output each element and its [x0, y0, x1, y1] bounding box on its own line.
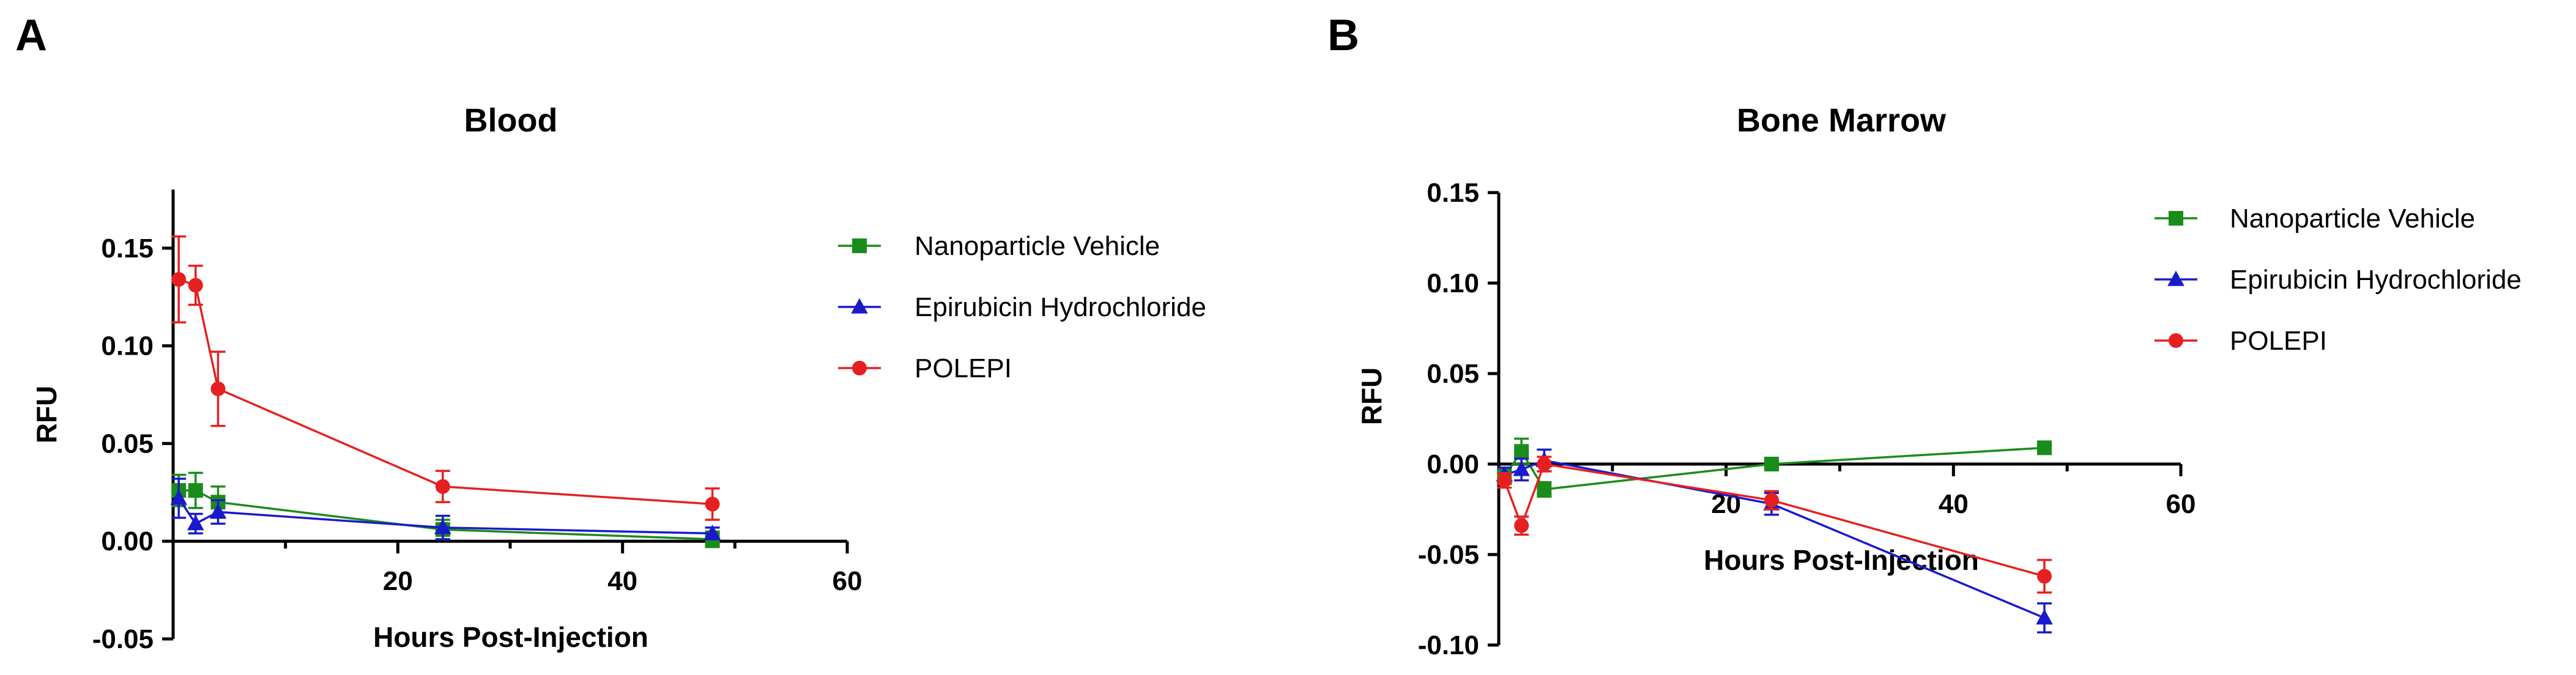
data-point-polepi — [2037, 569, 2052, 584]
data-point-polepi — [210, 381, 226, 396]
y-tick-label-bone-marrow: -0.05 — [1418, 540, 1479, 570]
data-point-nanoparticle-vehicle — [188, 483, 203, 498]
y-tick-label-blood: -0.05 — [92, 624, 154, 654]
legend-bone-marrow: Nanoparticle Vehicle Epirubicin Hydrochlo… — [2155, 204, 2522, 356]
legend-marker-epirubicin-hydrochloride — [851, 298, 868, 314]
x-tick-label-bone-marrow: 60 — [2166, 489, 2196, 519]
legend-label-epirubicin-hydrochloride: Epirubicin Hydrochloride — [915, 292, 1206, 322]
y-axis-label-blood: RFU — [31, 386, 62, 444]
legend-marker-nanoparticle-vehicle — [2169, 211, 2183, 226]
panel-blood: A Blood Hours Post-Injection RFU -0.05 0.… — [15, 11, 1206, 654]
y-axis-label-bone-marrow: RFU — [1356, 367, 1387, 426]
legend-label-nanoparticle-vehicle: Nanoparticle Vehicle — [915, 231, 1160, 261]
data-point-nanoparticle-vehicle — [1537, 482, 1552, 497]
data-point-polepi — [171, 272, 187, 287]
legend-label-polepi: POLEPI — [915, 353, 1012, 383]
data-point-nanoparticle-vehicle — [1514, 444, 1529, 459]
y-tick-label-bone-marrow: -0.10 — [1418, 630, 1479, 660]
x-tick-label-blood: 40 — [607, 566, 637, 596]
y-tick-label-bone-marrow: 0.00 — [1427, 449, 1479, 479]
legend-marker-epirubicin-hydrochloride — [2167, 270, 2184, 286]
legend-blood: Nanoparticle Vehicle Epirubicin Hydrochlo… — [838, 231, 1206, 383]
y-tick-label-bone-marrow: 0.05 — [1427, 359, 1479, 389]
legend-marker-polepi — [852, 361, 867, 375]
x-axis-label-blood: Hours Post-Injection — [373, 621, 648, 653]
y-tick-label-blood: 0.10 — [101, 331, 154, 361]
data-point-epirubicin-hydrochloride — [703, 525, 721, 540]
legend-label-nanoparticle-vehicle: Nanoparticle Vehicle — [2230, 204, 2475, 234]
data-point-nanoparticle-vehicle — [1764, 457, 1779, 471]
panel-bone-marrow: B Bone Marrow Hours Post-Injection RFU -… — [1327, 11, 2522, 660]
x-tick-label-blood: 20 — [383, 566, 413, 596]
data-point-polepi — [435, 479, 450, 494]
panel-letter-a: A — [15, 11, 47, 60]
panel-letter-b: B — [1327, 11, 1359, 60]
chart-title-blood: Blood — [464, 102, 558, 139]
y-tick-label-bone-marrow: 0.15 — [1427, 178, 1479, 208]
data-point-epirubicin-hydrochloride — [209, 503, 227, 519]
data-point-epirubicin-hydrochloride — [187, 515, 204, 531]
data-point-polepi — [1514, 518, 1529, 533]
data-point-polepi — [705, 496, 720, 512]
chart-title-bone-marrow: Bone Marrow — [1737, 102, 1947, 139]
legend-label-polepi: POLEPI — [2230, 326, 2327, 356]
legend-marker-nanoparticle-vehicle — [852, 238, 867, 253]
data-point-polepi — [1497, 473, 1512, 488]
data-point-epirubicin-hydrochloride — [2036, 609, 2053, 625]
legend-marker-polepi — [2169, 333, 2183, 348]
y-tick-label-blood: 0.15 — [101, 234, 154, 264]
y-tick-label-blood: 0.00 — [101, 526, 154, 556]
data-point-epirubicin-hydrochloride — [1513, 460, 1530, 476]
plot-area-blood: -0.05 0.00 0.05 0.10 0.15 20 40 60 — [92, 190, 863, 654]
data-point-epirubicin-hydrochloride — [170, 489, 187, 505]
x-tick-label-bone-marrow: 40 — [1939, 489, 1969, 519]
legend-label-epirubicin-hydrochloride: Epirubicin Hydrochloride — [2230, 265, 2522, 295]
x-tick-label-blood: 60 — [833, 566, 863, 596]
y-tick-label-blood: 0.05 — [101, 429, 154, 459]
y-tick-label-bone-marrow: 0.10 — [1427, 268, 1479, 298]
x-axis-label-bone-marrow: Hours Post-Injection — [1704, 544, 1979, 576]
data-point-epirubicin-hydrochloride — [434, 518, 451, 534]
data-point-polepi — [1764, 493, 1779, 508]
data-point-nanoparticle-vehicle — [2037, 440, 2052, 456]
data-point-polepi — [1537, 457, 1552, 471]
data-point-polepi — [188, 278, 203, 293]
